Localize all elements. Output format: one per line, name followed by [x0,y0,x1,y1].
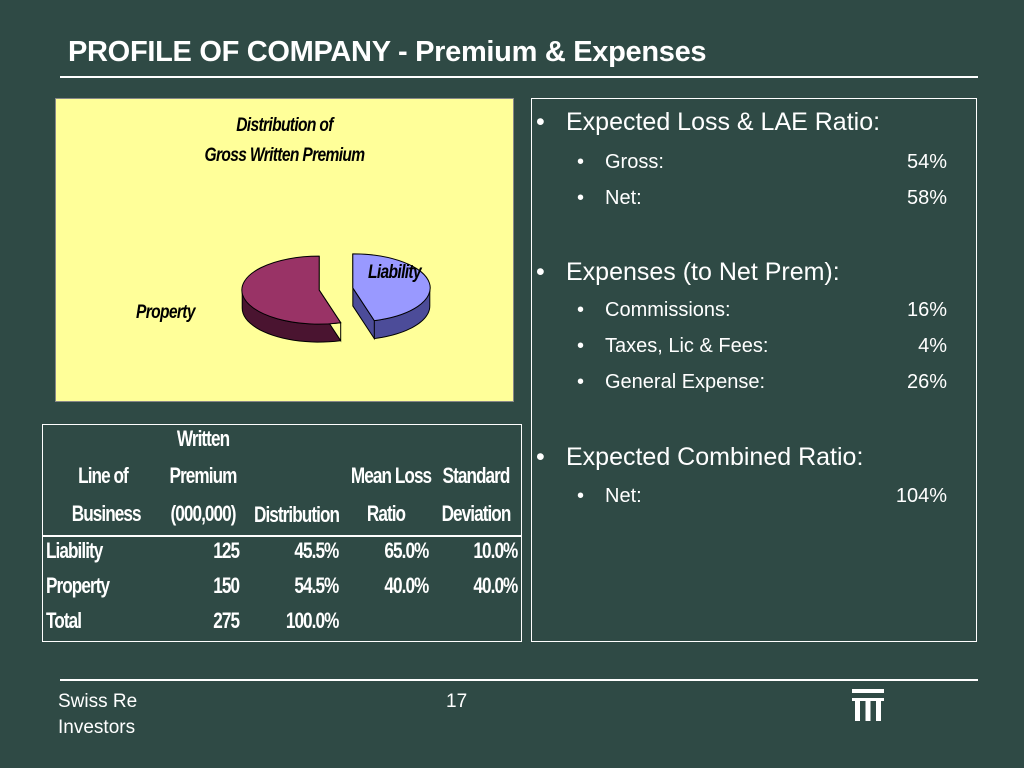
cell-premium: 125 [213,538,240,563]
bullet-item: • General Expense: 26% [577,371,947,394]
bullet-item: • Gross: 54% [577,151,947,174]
pie-slice-liability [352,253,431,322]
bullet-icon: • [577,187,585,209]
footer-line2: Investors [58,717,136,738]
title-divider [60,76,978,78]
pie-chart [241,253,431,343]
cell-std-dev: 10.0% [473,538,518,563]
bullet-item-value: 58% [906,187,947,209]
pie-slice-property [241,255,342,325]
swiss-re-logo-icon [852,689,884,721]
header-mean-loss-1: Mean Loss [350,463,432,488]
footer-divider [60,679,978,681]
bullet-item-label: Net: [605,187,642,209]
bullet-heading-text: Expected Loss & LAE Ratio: [566,108,881,136]
bullet-item: • Commissions: 16% [577,299,947,322]
premium-table: Line of Business Written Premium (000,00… [42,424,522,642]
header-mean-loss-2: Ratio [366,501,406,526]
bullet-icon: • [577,151,585,173]
bullet-icon: • [577,485,585,507]
bullet-icon: • [577,335,585,357]
cell-premium: 275 [213,608,240,633]
pie-label-property: Property [136,302,195,323]
bullet-item-label: General Expense: [605,371,766,393]
bullet-icon: • [536,443,545,471]
header-std-dev-1: Standard [442,463,511,488]
bullet-item: • Taxes, Lic & Fees: 4% [577,335,947,358]
cell-distribution: 45.5% [294,538,339,563]
cell-std-dev: 40.0% [473,573,518,598]
header-std-dev-2: Deviation [441,501,512,526]
bullet-item: • Net: 58% [577,187,947,210]
cell-line: Total [46,608,82,633]
bullet-item-value: 104% [895,485,947,507]
chart-title-line2: Gross Written Premium [204,145,366,166]
page-number: 17 [446,691,468,712]
header-premium-3: (000,000) [170,501,236,526]
bullet-heading: • Expected Combined Ratio: [536,443,863,472]
bullet-item-value: 4% [918,335,947,357]
pie-chart-panel: Distribution of Gross Written Premium Li… [55,98,514,402]
bullet-heading: • Expected Loss & LAE Ratio: [536,108,880,137]
cell-line: Liability [46,538,103,563]
bullet-item-label: Commissions: [605,299,731,321]
bullet-icon: • [577,371,585,393]
bullet-icon: • [536,258,545,286]
header-distribution: Distribution [254,502,340,527]
header-line-of-1: Line of [78,463,129,488]
bullet-item-label: Net: [605,485,642,507]
bullet-item-label: Gross: [605,151,664,173]
slide-title: PROFILE OF COMPANY - Premium & Expenses [68,36,707,68]
cell-distribution: 100.0% [285,608,339,633]
bullet-heading: • Expenses (to Net Prem): [536,258,840,287]
cell-line: Property [46,573,110,598]
bullet-heading-text: Expenses (to Net Prem): [566,258,840,286]
bullet-item-value: 26% [906,371,947,393]
cell-distribution: 54.5% [294,573,339,598]
footer-line1: Swiss Re [58,691,138,712]
bullet-icon: • [536,108,545,136]
footer-company: Swiss Re Investors [58,689,137,741]
header-premium-2: Premium [169,463,238,488]
bullet-icon: • [577,299,585,321]
bullet-panel: • Expected Loss & LAE Ratio: • Gross: 54% •… [531,98,977,642]
cell-mean-loss: 65.0% [384,538,429,563]
table-header-divider [43,535,521,537]
cell-mean-loss: 40.0% [384,573,429,598]
header-premium-1: Written [176,426,230,451]
bullet-heading-text: Expected Combined Ratio: [566,443,864,471]
bullet-item: • Net: 104% [577,485,947,508]
bullet-item-value: 16% [906,299,947,321]
chart-title-line1: Distribution of [236,115,333,136]
cell-premium: 150 [213,573,240,598]
bullet-item-value: 54% [906,151,947,173]
header-line-of-2: Business [71,501,142,526]
pie-label-liability: Liability [368,262,422,283]
bullet-item-label: Taxes, Lic & Fees: [605,335,769,357]
